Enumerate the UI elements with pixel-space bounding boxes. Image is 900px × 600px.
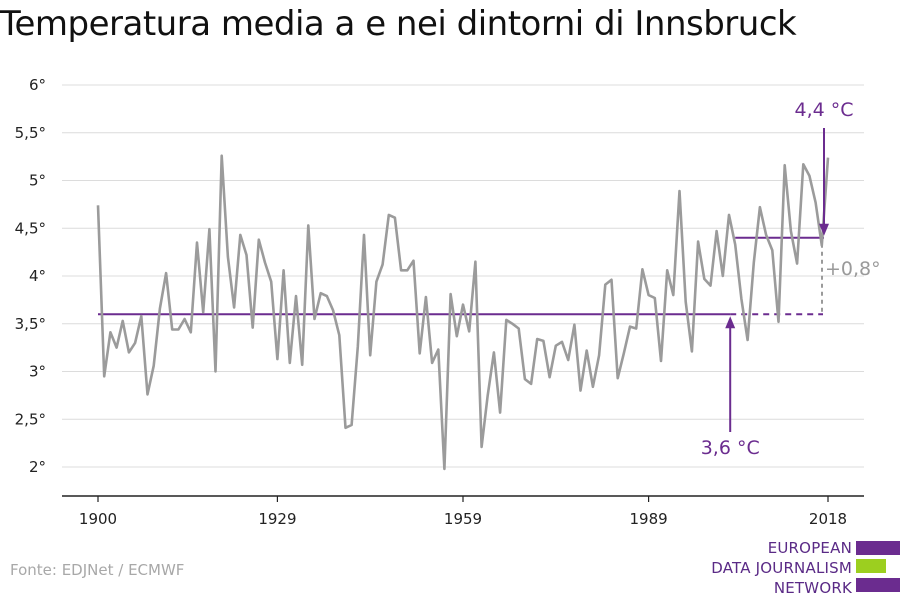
logo-line-3: NETWORK (773, 579, 852, 597)
y-tick-label: 4,5° (15, 219, 46, 237)
logo-line-2: DATA JOURNALISM (711, 559, 852, 577)
logo-bar-2 (856, 559, 886, 573)
baseline-label: 3,6 °C (701, 437, 760, 459)
y-tick-label: 2° (29, 458, 46, 476)
temperature-line (96, 154, 830, 471)
logo-bar-3 (856, 578, 900, 592)
y-tick-label: 5° (29, 172, 46, 190)
recent-arrowhead (819, 223, 829, 236)
grid-lines (62, 84, 864, 468)
y-tick-label: 3° (29, 363, 46, 381)
x-tick-label: 2018 (809, 510, 847, 528)
series (96, 154, 830, 471)
annotation-labels: 3,6 °C 4,4 °C +0,8° (701, 99, 881, 459)
x-tick-label: 1959 (444, 510, 482, 528)
y-tick-label: 6° (29, 76, 46, 94)
edjnet-logo: EUROPEAN DATA JOURNALISM NETWORK (700, 538, 900, 600)
x-tick-label: 1900 (79, 510, 117, 528)
x-axis: 1900 1929 1959 1989 2018 (62, 495, 864, 528)
y-tick-label: 3,5° (15, 315, 46, 333)
y-tick-label: 4° (29, 267, 46, 285)
baseline-arrowhead (725, 316, 736, 329)
y-axis-labels: 2° 2,5° 3° 3,5° 4° 4,5° 5° 5,5° 6° (15, 76, 46, 476)
x-tick-label: 1929 (258, 510, 296, 528)
y-tick-label: 5,5° (15, 124, 46, 142)
x-tick-label: 1989 (629, 510, 667, 528)
recent-label: 4,4 °C (794, 99, 853, 121)
y-tick-label: 2,5° (15, 410, 46, 428)
chart-title: Temperatura media a e nei dintorni di In… (0, 4, 797, 44)
logo-line-1: EUROPEAN (767, 539, 852, 557)
difference-label: +0,8° (825, 258, 881, 280)
logo-bar-1 (856, 541, 900, 555)
source-credit: Fonte: EDJNet / ECMWF (10, 561, 185, 579)
